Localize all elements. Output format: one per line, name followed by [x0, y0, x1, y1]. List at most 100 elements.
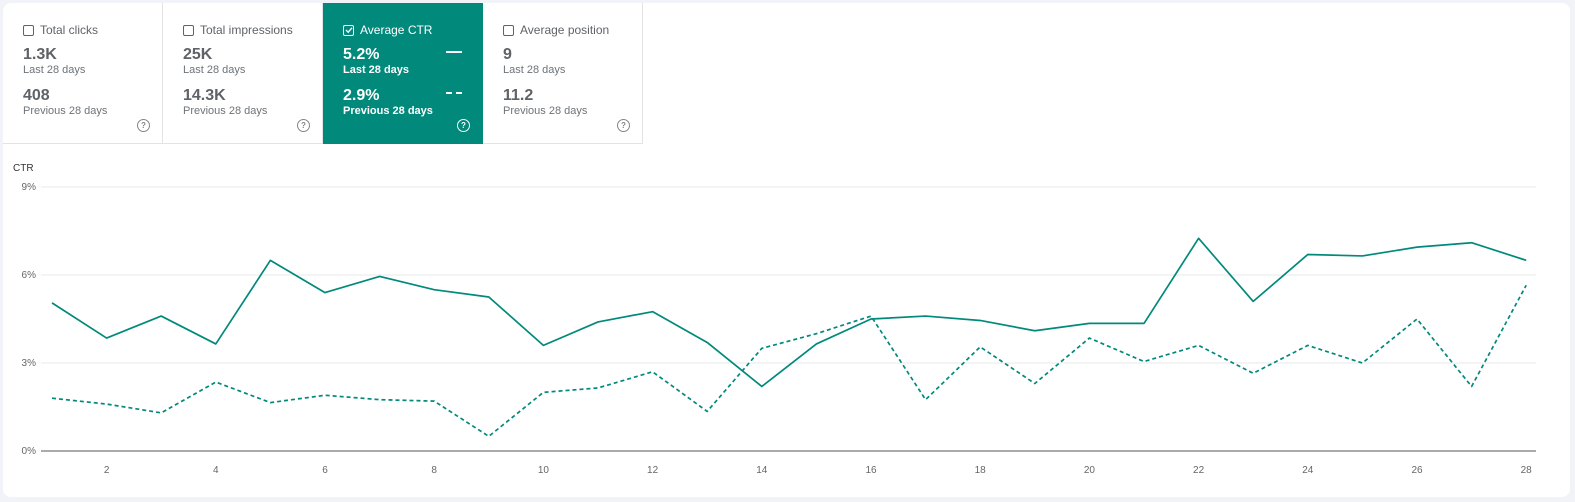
data-point[interactable] [705, 340, 710, 345]
data-point[interactable] [159, 314, 164, 319]
data-point[interactable] [923, 314, 928, 319]
data-point[interactable] [50, 396, 55, 401]
metric-prev-value: 2.9% [343, 87, 380, 104]
data-point[interactable] [323, 393, 328, 398]
x-tick-label: 28 [1521, 465, 1533, 476]
data-point[interactable] [814, 331, 819, 336]
metric-prev-period: Previous 28 days [183, 105, 268, 117]
help-icon[interactable]: ? [457, 119, 470, 132]
data-point[interactable] [1087, 336, 1092, 341]
help-icon[interactable]: ? [297, 119, 310, 132]
data-point[interactable] [486, 434, 491, 439]
data-point[interactable] [923, 397, 928, 402]
data-point[interactable] [1360, 361, 1365, 366]
metric-prev-period: Previous 28 days [503, 105, 588, 117]
data-point[interactable] [1087, 321, 1092, 326]
x-tick-label: 10 [538, 465, 550, 476]
data-point[interactable] [978, 344, 983, 349]
data-point[interactable] [432, 287, 437, 292]
checkbox-checked-icon[interactable] [343, 24, 354, 36]
metric-value: 5.2% [343, 46, 380, 63]
data-point[interactable] [213, 380, 218, 385]
data-point[interactable] [869, 314, 874, 319]
data-point[interactable] [1305, 252, 1310, 257]
data-point[interactable] [1196, 236, 1201, 241]
x-tick-label: 12 [647, 465, 659, 476]
x-axis-ticks: 2 4 6 8 10 12 14 16 18 20 22 24 26 28 [104, 465, 1532, 476]
data-point[interactable] [541, 390, 546, 395]
data-point[interactable] [1524, 283, 1529, 288]
metric-prev-period: Previous 28 days [23, 105, 108, 117]
data-point[interactable] [1032, 328, 1037, 333]
data-point[interactable] [1469, 384, 1474, 389]
data-point[interactable] [759, 384, 764, 389]
data-point[interactable] [1251, 299, 1256, 304]
metric-prev-value: 408 [23, 87, 50, 104]
x-tick-label: 4 [213, 465, 219, 476]
data-point[interactable] [1142, 359, 1147, 364]
data-point[interactable] [650, 309, 655, 314]
y-axis-label: CTR [13, 163, 34, 174]
gridlines [41, 186, 1536, 364]
data-point[interactable] [1469, 240, 1474, 245]
metric-prev-value: 11.2 [503, 87, 534, 104]
metric-label: Average CTR [360, 23, 433, 37]
y-tick-label: 0% [22, 446, 37, 457]
metric-label: Total clicks [40, 23, 99, 37]
x-tick-label: 2 [104, 465, 110, 476]
metric-period: Last 28 days [183, 64, 246, 76]
x-tick-label: 20 [1084, 465, 1096, 476]
data-point[interactable] [50, 300, 55, 305]
data-point[interactable] [1360, 253, 1365, 258]
metric-card-average-position[interactable]: Average position 9 Last 28 days 11.2 Pre… [483, 3, 643, 144]
checkbox-unchecked-icon[interactable] [503, 24, 514, 36]
data-point[interactable] [377, 397, 382, 402]
data-point[interactable] [377, 274, 382, 279]
data-point[interactable] [104, 336, 109, 341]
data-point[interactable] [1415, 245, 1420, 250]
data-point[interactable] [213, 341, 218, 346]
data-point[interactable] [1251, 371, 1256, 376]
metric-card-average-ctr[interactable]: Average CTR 5.2% Last 28 days 2.9% Previ… [323, 3, 483, 144]
metric-card-total-clicks[interactable]: Total clicks 1.3K Last 28 days 408 Previ… [3, 3, 163, 144]
metric-period: Last 28 days [23, 64, 86, 76]
data-point[interactable] [159, 410, 164, 415]
x-tick-label: 18 [975, 465, 987, 476]
data-point[interactable] [814, 341, 819, 346]
checkbox-unchecked-icon[interactable] [23, 24, 34, 36]
data-point[interactable] [596, 385, 601, 390]
data-point[interactable] [978, 318, 983, 323]
performance-panel: Total clicks 1.3K Last 28 days 408 Previ… [3, 3, 1570, 497]
data-point[interactable] [541, 343, 546, 348]
help-icon[interactable]: ? [137, 119, 150, 132]
data-point[interactable] [1142, 321, 1147, 326]
data-point[interactable] [486, 295, 491, 300]
metric-card-total-impressions[interactable]: Total impressions 25K Last 28 days 14.3K… [163, 3, 323, 144]
metric-prev-value: 14.3K [183, 87, 226, 104]
legend-dashed-line-icon [446, 92, 462, 94]
metric-value: 25K [183, 46, 213, 63]
y-axis-ticks: 0% 3% 6% 9% [22, 182, 37, 457]
data-point[interactable] [596, 319, 601, 324]
data-point[interactable] [705, 409, 710, 414]
data-point[interactable] [104, 402, 109, 407]
data-point[interactable] [432, 399, 437, 404]
checkbox-unchecked-icon[interactable] [183, 24, 194, 36]
help-icon[interactable]: ? [617, 119, 630, 132]
x-tick-label: 16 [865, 465, 877, 476]
data-point[interactable] [759, 346, 764, 351]
data-point[interactable] [268, 400, 273, 405]
data-point[interactable] [323, 290, 328, 295]
data-point[interactable] [1032, 381, 1037, 386]
metric-value: 9 [503, 46, 512, 63]
data-point[interactable] [1196, 343, 1201, 348]
data-point[interactable] [650, 369, 655, 374]
x-tick-label: 6 [322, 465, 328, 476]
data-point[interactable] [268, 258, 273, 263]
data-point[interactable] [1415, 317, 1420, 322]
data-point[interactable] [1305, 343, 1310, 348]
legend-solid-line-icon [446, 51, 462, 53]
data-point[interactable] [1524, 258, 1529, 263]
x-tick-label: 8 [431, 465, 437, 476]
